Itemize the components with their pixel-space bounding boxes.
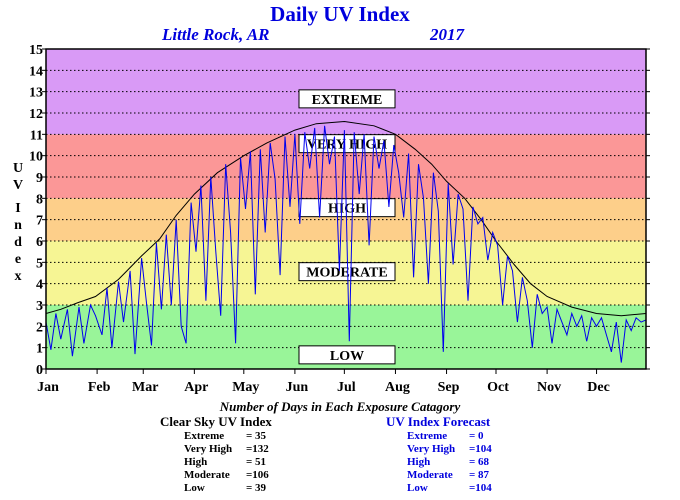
- clear-sky-table: Clear Sky UV Index Extreme = 35 Very High =…: [160, 414, 272, 495]
- clear-sky-row-value: = 35: [246, 430, 267, 442]
- clear-sky-row-label: Moderate: [184, 469, 230, 481]
- forecast-series-line: [45, 125, 647, 363]
- y-tick-label: 3: [36, 299, 43, 314]
- y-tick-label: 14: [29, 64, 43, 79]
- forecast-row-label: High: [407, 456, 431, 468]
- x-tick-label: Jan: [37, 380, 59, 395]
- clear-sky-row: High = 51: [184, 456, 272, 469]
- y-tick-label: 1: [36, 342, 43, 357]
- y-tick-label: 4: [36, 278, 43, 293]
- forecast-table: UV Index Forecast Extreme = 0 Very High =10…: [386, 414, 492, 495]
- forecast-row-value: =104: [469, 443, 492, 455]
- y-axis-label-char: U: [12, 161, 24, 176]
- clear-sky-row-label: Low: [184, 482, 205, 494]
- band-label-box: [298, 89, 396, 109]
- x-tick-label: Nov: [537, 380, 561, 395]
- y-tick-label: 10: [29, 150, 43, 165]
- clear-sky-row-value: = 51: [246, 456, 267, 468]
- forecast-title: UV Index Forecast: [386, 414, 491, 429]
- clear-sky-title: Clear Sky UV Index: [160, 414, 272, 429]
- chart-title: Daily UV Index: [270, 2, 410, 26]
- y-axis-label-char: x: [14, 269, 22, 284]
- y-tick-label: 9: [36, 171, 43, 186]
- x-tick-label: Aug: [385, 380, 410, 395]
- forecast-row: Very High =104: [407, 443, 492, 456]
- band-label: MODERATE: [306, 266, 387, 281]
- x-tick-label: Mar: [132, 380, 158, 395]
- band-label-box: [298, 345, 396, 365]
- x-tick-label: Jul: [337, 380, 356, 395]
- clear-sky-row: Moderate =106: [184, 469, 272, 482]
- clear-sky-row-label: High: [184, 456, 208, 468]
- clear-sky-row-label: Extreme: [184, 430, 225, 442]
- forecast-row-label: Extreme: [407, 430, 448, 442]
- y-tick-label: 12: [29, 107, 43, 122]
- y-tick-label: 11: [30, 128, 43, 143]
- y-tick-label: 8: [36, 192, 43, 207]
- summary-title: Number of Days in Each Exposure Catagory: [219, 399, 461, 414]
- clear-sky-row-value: =132: [246, 443, 269, 455]
- clear-sky-row-label: Very High: [184, 443, 233, 455]
- x-tick-label: Oct: [487, 380, 509, 395]
- band-label: HIGH: [328, 202, 366, 217]
- forecast-row-value: = 87: [469, 469, 490, 481]
- forecast-row: High = 68: [407, 456, 490, 469]
- clear-sky-series-line: [45, 120, 647, 317]
- band-label: EXTREME: [312, 93, 383, 108]
- y-tick-label: 15: [29, 43, 43, 58]
- forecast-row: Moderate = 87: [407, 469, 490, 482]
- clear-sky-row: Extreme = 35: [184, 430, 272, 443]
- x-tick-label: May: [232, 380, 259, 395]
- band-label: LOW: [330, 349, 364, 364]
- x-tick-label: Jun: [286, 380, 309, 395]
- y-tick-label: 2: [36, 320, 43, 335]
- x-tick-label: Sep: [438, 380, 460, 395]
- y-tick-label: 6: [36, 235, 43, 250]
- clear-sky-row-value: =106: [246, 469, 269, 481]
- forecast-row-label: Moderate: [407, 469, 453, 481]
- x-tick-label: Dec: [587, 380, 610, 395]
- forecast-row: Extreme = 0: [407, 430, 490, 443]
- forecast-row-label: Low: [407, 482, 428, 494]
- location-label: Little Rock, AR: [162, 25, 270, 44]
- x-tick-label: Feb: [88, 380, 111, 395]
- x-tick-label: Apr: [184, 380, 208, 395]
- y-axis-label-char: V: [12, 178, 24, 193]
- forecast-row-value: =104: [469, 482, 492, 494]
- plot-frame: [45, 48, 647, 370]
- forecast-row-value: = 68: [469, 456, 490, 468]
- clear-sky-row: Very High =132: [184, 443, 272, 456]
- y-tick-label: 5: [36, 256, 43, 271]
- y-axis-label-char: d: [14, 235, 22, 250]
- y-axis-label-char: e: [14, 252, 22, 267]
- y-tick-label: 0: [36, 363, 43, 378]
- forecast-row: Low =104: [407, 482, 492, 495]
- forecast-row-value: = 0: [469, 430, 484, 442]
- y-axis-label-char: I: [15, 201, 21, 216]
- y-axis-label-char: n: [14, 218, 22, 233]
- y-tick-label: 7: [36, 214, 43, 229]
- clear-sky-row: Low = 39: [184, 482, 272, 495]
- y-tick-label: 13: [29, 86, 43, 101]
- forecast-row-label: Very High: [407, 443, 456, 455]
- clear-sky-row-value: = 39: [246, 482, 267, 494]
- year-label: 2017: [430, 25, 464, 44]
